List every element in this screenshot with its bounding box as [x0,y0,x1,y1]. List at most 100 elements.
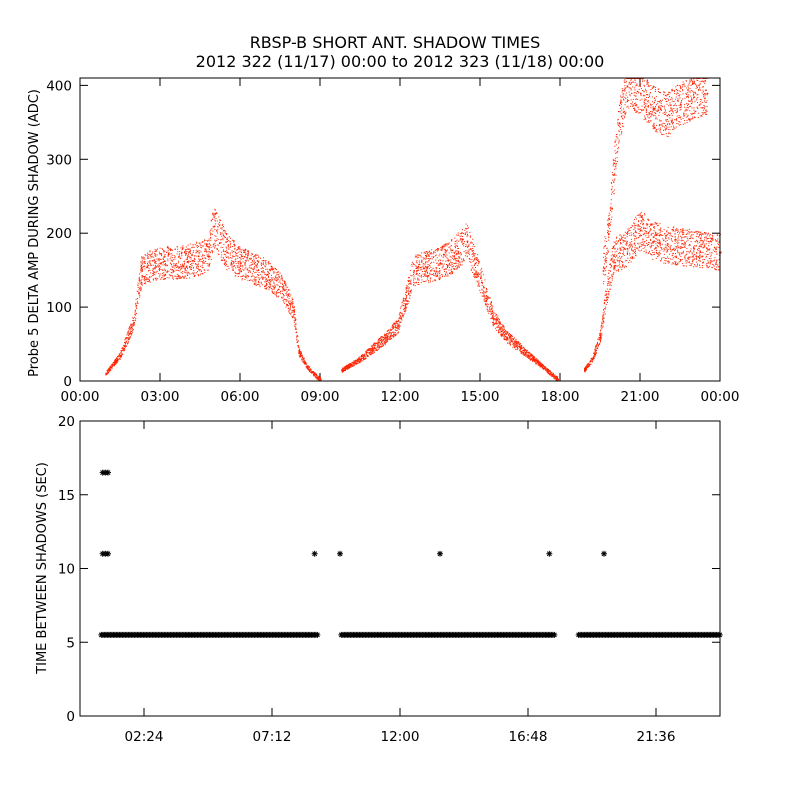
top-cloud-point [196,266,198,268]
top-cloud-point [639,216,641,218]
top-cloud-point [469,236,471,238]
top-cloud-point [413,281,415,283]
top-cloud-point [417,282,419,284]
top-cloud-point [607,283,609,285]
top-cloud-point [484,279,486,281]
top-cloud-point [513,344,515,346]
top-cloud-point [433,250,435,252]
top-cloud-point [177,270,179,272]
top-cloud-point [238,267,240,269]
top-cloud-point [231,250,233,252]
top-cloud-point [276,296,278,298]
top-cloud-point [514,343,516,345]
top-cloud-point [134,313,136,315]
top-cloud-point [385,341,387,343]
top-cloud-point [416,267,418,269]
top-cloud-point [274,286,276,288]
top-cloud-point [188,254,190,256]
top-cloud-point [621,246,623,248]
top-cloud-point [197,261,199,263]
top-cloud-point [286,292,288,294]
top-cloud-point [377,340,379,342]
top-cloud-point [242,255,244,257]
top-cloud-point [483,286,485,288]
top-cloud-point [308,366,310,368]
top-cloud-point [427,266,429,268]
top-cloud-point [354,362,356,364]
top-cloud-point [293,305,295,307]
top-cloud-point [312,371,314,373]
top-cloud-point [126,337,128,339]
top-cloud-point [288,310,290,312]
top-cloud-point [295,323,297,325]
top-cloud-point [523,348,525,350]
top-cloud-point [408,280,410,282]
top-cloud-point [343,366,345,368]
top-cloud-point [145,277,147,279]
top-cloud-point [293,316,295,318]
top-cloud-point [447,273,449,275]
top-cloud-point [406,289,408,291]
top-cloud-point [626,251,628,253]
top-cloud-point [205,261,207,263]
top-cloud-point [205,243,207,245]
top-cloud-point [495,321,497,323]
top-cloud-point [350,365,352,367]
top-cloud-point [643,250,645,252]
top-cloud-point [194,244,196,246]
top-cloud-point [182,265,184,267]
top-cloud-point [437,273,439,275]
top-cloud-point [532,360,534,362]
top-cloud-point [155,266,157,268]
top-cloud-point [166,271,168,273]
top-cloud-point [527,351,529,353]
top-cloud-point [282,279,284,281]
top-cloud-point [211,250,213,252]
top-cloud-point [299,349,301,351]
top-cloud-point [238,257,240,259]
top-cloud-point [141,257,143,259]
top-cloud-point [610,259,612,261]
top-cloud-point [353,360,355,362]
top-cloud-point [183,267,185,269]
top-cloud-point [445,243,447,245]
top-cloud-point [171,266,173,268]
top-cloud-point [622,247,624,249]
top-cloud-point [193,246,195,248]
top-cloud-point [118,355,120,357]
top-cloud-point [353,362,355,364]
top-cloud-point [141,256,143,258]
top-cloud-point [255,254,257,256]
top-cloud-point [124,344,126,346]
top-cloud-point [496,317,498,319]
top-cloud-point [214,245,216,247]
top-cloud-point [637,228,639,230]
top-cloud-point [418,260,420,262]
top-cloud-point [450,273,452,275]
top-cloud-point [303,361,305,363]
top-cloud-point [204,272,206,274]
top-cloud-point [257,274,259,276]
top-cloud-point [144,262,146,264]
top-cloud-point [302,360,304,362]
top-cloud-point [381,336,383,338]
top-cloud-point [109,367,111,369]
top-cloud-point [147,261,149,263]
top-cloud-point [109,366,111,368]
top-cloud-point [139,283,141,285]
top-cloud-point [227,245,229,247]
top-cloud-point [478,276,480,278]
top-cloud-point [528,353,530,355]
top-cloud-point [506,339,508,341]
top-cloud-point [629,259,631,261]
top-cloud-point [278,292,280,294]
top-cloud-point [210,244,212,246]
top-cloud-point [375,349,377,351]
top-cloud-point [428,260,430,262]
top-cloud-point [194,274,196,276]
top-cloud-point [207,246,209,248]
top-cloud-point [378,341,380,343]
top-cloud-point [497,326,499,328]
top-cloud-point [494,318,496,320]
top-cloud-point [293,312,295,314]
